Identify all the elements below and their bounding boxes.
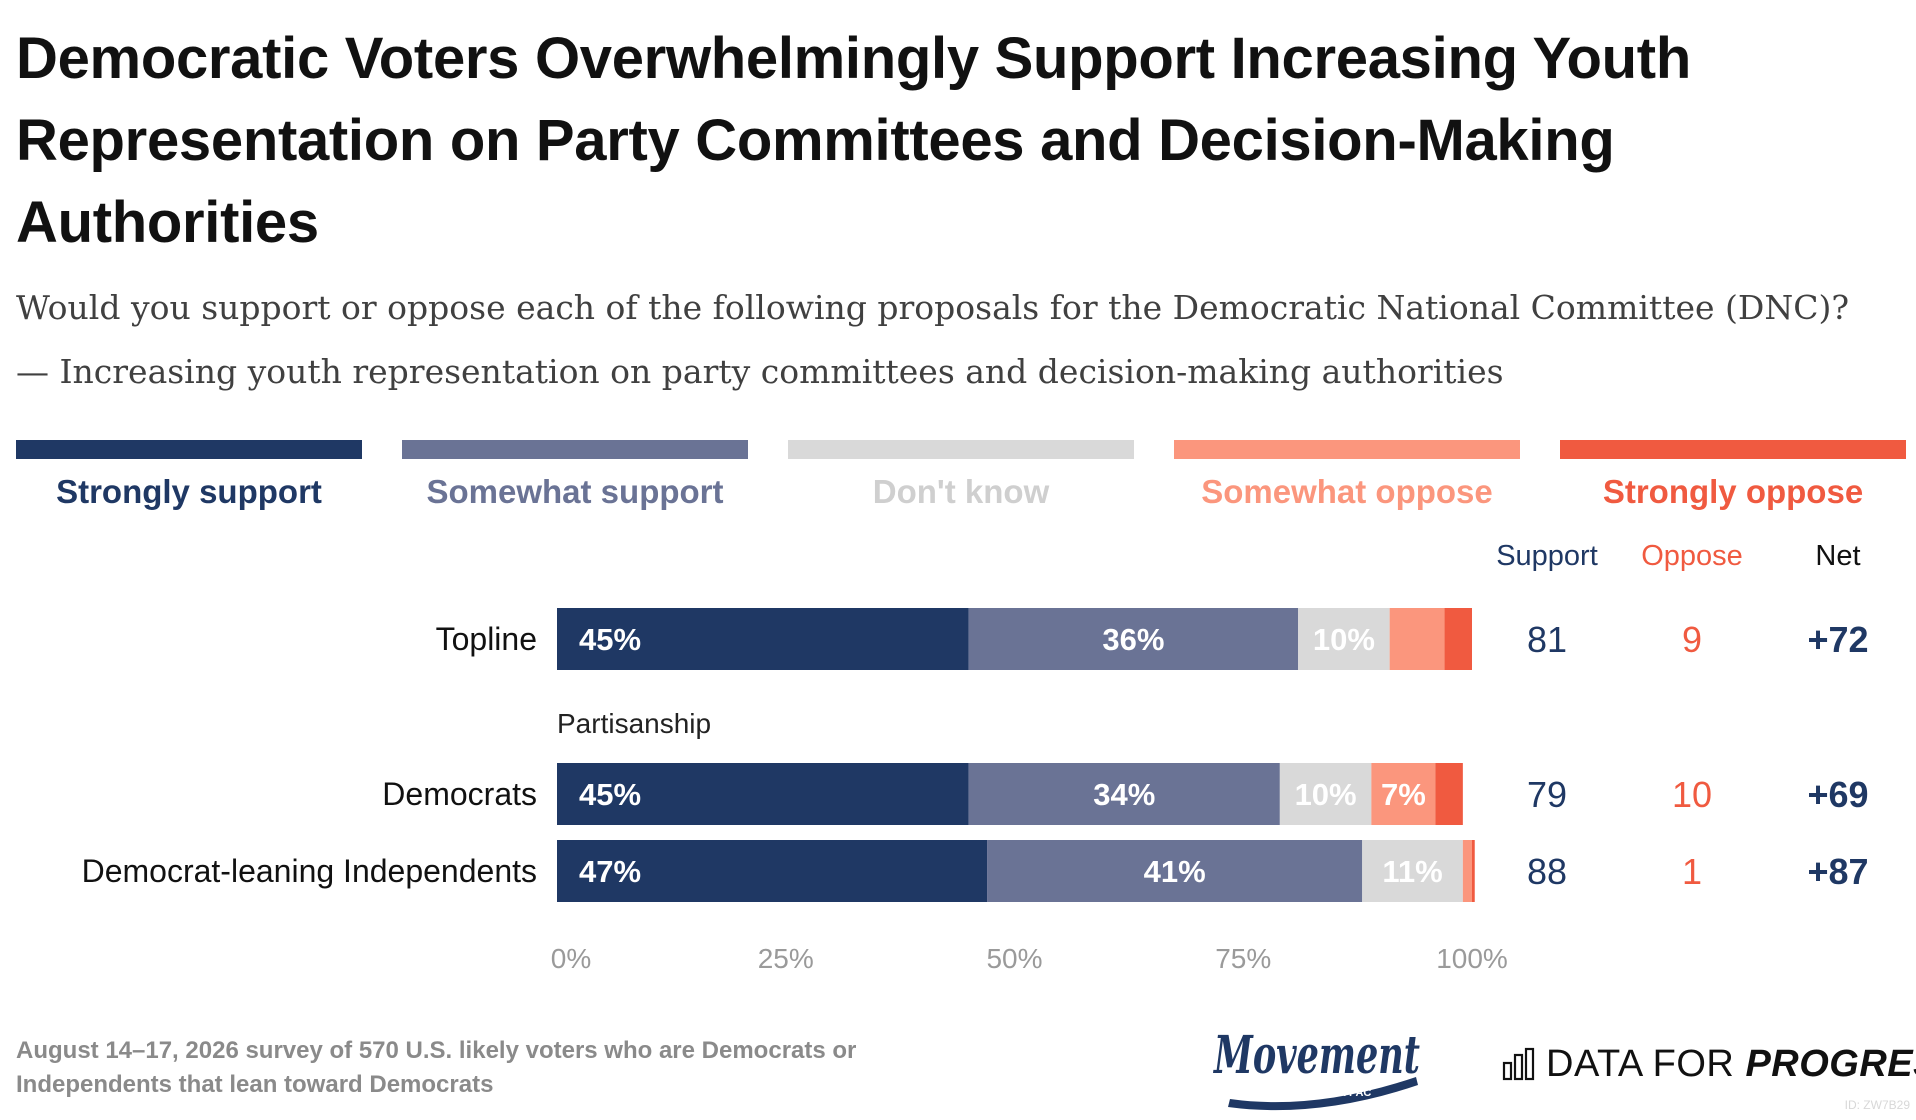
legend-label: Strongly oppose — [1602, 473, 1864, 510]
legend-swatch — [1174, 440, 1520, 459]
bar-segment-somewhat-support — [987, 840, 1363, 902]
bar-segment-strongly-oppose — [1472, 840, 1475, 902]
chart-subtitle: Would you support or oppose each of the … — [16, 276, 1906, 404]
legend-swatch — [788, 440, 1134, 459]
legend-swatch — [1560, 440, 1906, 459]
movement-voter-pac-logo: Movement VOTER PAC — [1200, 1015, 1432, 1115]
summary-value-support: 81 — [1527, 619, 1567, 660]
summary-value-net: +69 — [1807, 774, 1868, 815]
section-label: Partisanship — [557, 708, 711, 739]
data-label-don-t-know: 10% — [1295, 777, 1357, 812]
subtitle-question: Would you support or oppose each of the … — [16, 288, 1850, 327]
movement-logo-sub: VOTER PAC — [1308, 1087, 1371, 1099]
x-tick-label: 100% — [1436, 943, 1508, 974]
bar-segment-somewhat-support — [968, 763, 1280, 825]
data-label-strongly-support: 45% — [579, 777, 641, 812]
row-label-democrat-leaning-independents: Democrat-leaning Independents — [82, 853, 537, 889]
legend-item-dont-know: Don't know — [788, 440, 1134, 511]
legend-item-strongly-support: Strongly support — [16, 440, 362, 511]
x-tick-label: 75% — [1215, 943, 1271, 974]
movement-logo-word: Movement — [1213, 1025, 1420, 1086]
bar-segment-somewhat-oppose — [1371, 763, 1436, 825]
chart-title: Democratic Voters Overwhelmingly Support… — [16, 26, 1691, 255]
summary-header-net: Net — [1815, 540, 1860, 572]
summary-value-oppose: 1 — [1682, 851, 1702, 892]
summary-header-oppose: Oppose — [1641, 540, 1743, 572]
summary-value-net: +72 — [1807, 619, 1868, 660]
legend-label: Somewhat oppose — [1201, 473, 1493, 510]
bar-segment-strongly-support — [557, 763, 969, 825]
legend-label: Somewhat support — [426, 473, 724, 510]
row-label-topline: Topline — [436, 621, 537, 657]
legend-swatch — [16, 440, 362, 459]
data-label-somewhat-oppose: 7% — [1381, 777, 1426, 812]
data-label-somewhat-support: 41% — [1144, 854, 1206, 889]
legend-label: Don't know — [872, 473, 1050, 510]
bar-segment-don-t-know — [1279, 763, 1372, 825]
dfp-logo-bold: PROGRESS — [1745, 1042, 1916, 1085]
dfp-logo-regular: DATA FOR — [1546, 1042, 1746, 1085]
x-tick-label: 25% — [758, 943, 814, 974]
legend-item-strongly-oppose: Strongly oppose — [1560, 440, 1906, 511]
subtitle-item: — Increasing youth representation on par… — [16, 352, 1504, 391]
bar-segment-strongly-support — [557, 608, 969, 670]
bar-chart-icon — [1502, 1047, 1535, 1081]
summary-value-oppose: 10 — [1672, 774, 1712, 815]
survey-note: August 14–17, 2026 survey of 570 U.S. li… — [16, 1037, 857, 1098]
image-id: ID: ZW7B29 — [1844, 1098, 1910, 1112]
data-label-don-t-know: 11% — [1382, 854, 1442, 889]
bar-segment-somewhat-oppose — [1389, 608, 1445, 670]
bar-segment-somewhat-support — [968, 608, 1299, 670]
dfp-logo-text: DATA FOR PROGRESS — [1546, 1043, 1916, 1086]
data-label-somewhat-support: 34% — [1093, 777, 1155, 812]
legend-item-somewhat-support: Somewhat support — [402, 440, 748, 511]
legend-swatch — [402, 440, 748, 459]
row-label-democrats: Democrats — [382, 776, 537, 812]
bar-segment-strongly-support — [557, 840, 988, 902]
chart-svg: Support Oppose Net Partisanship Topline 45% 36… — [82, 540, 1869, 974]
bar-segment-don-t-know — [1362, 840, 1463, 902]
data-label-strongly-support: 45% — [579, 622, 641, 657]
data-label-somewhat-support: 36% — [1102, 622, 1164, 657]
summary-value-oppose: 9 — [1682, 619, 1702, 660]
legend-item-somewhat-oppose: Somewhat oppose — [1174, 440, 1520, 511]
bar-segment-don-t-know — [1298, 608, 1390, 670]
x-tick-label: 0% — [551, 943, 591, 974]
bar-segment-strongly-oppose — [1435, 763, 1463, 825]
data-for-progress-logo: DATA FOR PROGRESS — [1502, 1040, 1916, 1088]
stacked-bar-chart: Support Oppose Net Partisanship Topline 45% 36… — [0, 530, 1916, 980]
summary-value-support: 79 — [1527, 774, 1567, 815]
legend-label: Strongly support — [56, 473, 322, 510]
x-tick-label: 50% — [986, 943, 1042, 974]
legend: Strongly support Somewhat support Don't … — [16, 440, 1906, 510]
bar-segment-somewhat-oppose — [1462, 840, 1472, 902]
bar-segment-strongly-oppose — [1444, 608, 1472, 670]
data-label-strongly-support: 47% — [579, 854, 641, 889]
summary-value-support: 88 — [1527, 851, 1567, 892]
data-label-don-t-know: 10% — [1313, 622, 1375, 657]
summary-value-net: +87 — [1807, 851, 1868, 892]
summary-header-support: Support — [1496, 540, 1598, 572]
